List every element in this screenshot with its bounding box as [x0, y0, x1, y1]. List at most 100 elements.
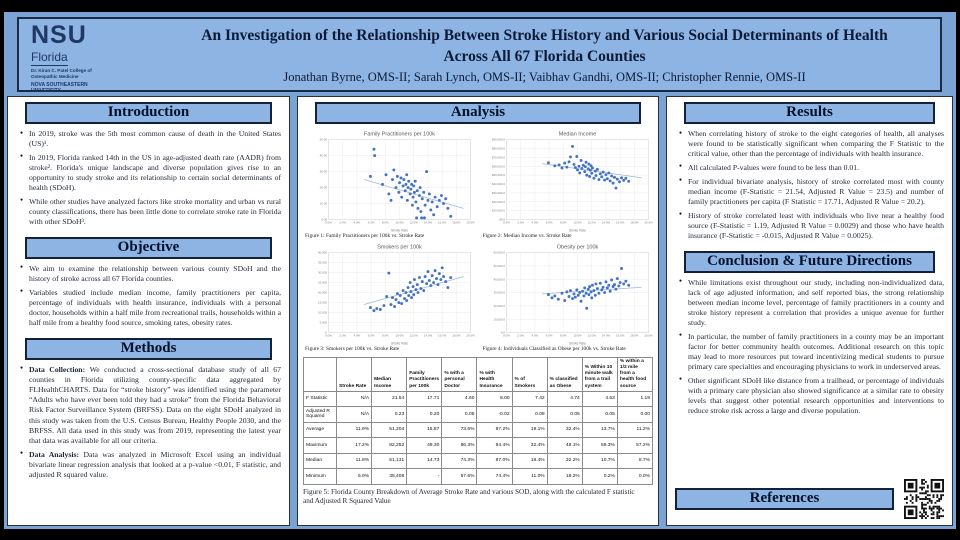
poster-authors: Jonathan Byrne, OMS-II; Sarah Lynch, OMS…	[283, 70, 806, 84]
svg-text:6.0%: 6.0%	[368, 334, 375, 338]
svg-text:16.0%: 16.0%	[616, 221, 625, 225]
qr-code	[904, 479, 944, 519]
svg-text:25,000: 25,000	[318, 281, 327, 285]
svg-text:$50,000.0: $50,000.0	[491, 173, 504, 177]
section-header-methods: Methods	[25, 337, 272, 360]
table-cell: 1.19	[616, 390, 654, 408]
svg-text:8.0%: 8.0%	[382, 221, 389, 225]
svg-text:8.0%: 8.0%	[382, 334, 389, 338]
svg-text:$90,000.0: $90,000.0	[491, 138, 504, 142]
svg-text:10,000.0: 10,000.0	[493, 317, 505, 321]
svg-text:18.0%: 18.0%	[630, 334, 639, 338]
svg-text:8.0%: 8.0%	[559, 334, 566, 338]
list-item: We aim to examine the relationship betwe…	[20, 264, 281, 284]
table-cell: 0.09	[511, 406, 548, 423]
table-header-cell: Median Income	[371, 357, 408, 392]
panel-right: Results When correlating history of stro…	[666, 96, 953, 526]
table-cell: N/A	[335, 390, 373, 408]
svg-text:30.00: 30.00	[320, 170, 328, 174]
svg-text:14.0%: 14.0%	[424, 221, 433, 225]
svg-text:Stroke Rate: Stroke Rate	[569, 229, 586, 233]
table-cell: 0.05	[546, 406, 583, 423]
section-header-results: Results	[684, 102, 935, 124]
svg-text:$10,000.0: $10,000.0	[491, 209, 504, 213]
svg-text:30,000: 30,000	[318, 271, 327, 275]
table-cell: N/A	[335, 406, 373, 423]
table-header-cell: % classified as Obese	[546, 357, 583, 392]
svg-text:2.0%: 2.0%	[339, 334, 346, 338]
figure-1-caption: Figure 1: Family Practitioners per 100k …	[305, 233, 425, 239]
table-cell: 8.00	[476, 390, 513, 408]
svg-text:$60,000.0: $60,000.0	[491, 164, 504, 168]
figure-5-caption: Figure 5: Florida County Breakdown of Av…	[303, 487, 635, 506]
list-item: In particular, the number of family prac…	[679, 332, 944, 373]
table-cell: 49.30	[406, 437, 443, 454]
section-header-conclusion: Conclusion & Future Directions	[684, 250, 935, 273]
table-cell: 73.6%	[441, 421, 478, 439]
svg-text:0: 0	[325, 331, 327, 335]
svg-text:16.0%: 16.0%	[616, 334, 625, 338]
list-item: Variables studied include median income,…	[20, 288, 281, 329]
table-cell: 17.71	[406, 390, 443, 408]
svg-text:20.0%: 20.0%	[466, 334, 475, 338]
svg-text:2.0%: 2.0%	[517, 334, 524, 338]
svg-text:40,000: 40,000	[318, 251, 327, 255]
poster-columns: Introduction In 2019, stroke was the 5th…	[7, 96, 953, 526]
table-row-label: F Statistic	[303, 390, 337, 408]
table-cell: 18.4%	[511, 452, 548, 470]
figure-4: 0.0% 2.0% 4.0% 6.0% 8.0% 10.0% 12.0% 14.0% 16.0%…	[481, 242, 654, 354]
list-item: For individual bivariate analysis, histo…	[679, 177, 944, 207]
table-header-cell: % within a 1/2 mile from a health food s…	[616, 357, 654, 392]
table-row: Maximum 17.2% 82,252 49.30 86.3% 94.4% 32.4% 48…	[303, 437, 654, 454]
table-cell: 48.1%	[546, 437, 583, 454]
figure-3-scatter-chart: 0.0% 2.0% 4.0% 6.0% 8.0% 10.0% 12.0% 14.0% 16.0%…	[303, 242, 476, 346]
svg-text:4.0%: 4.0%	[531, 221, 538, 225]
svg-text:Family Practitioners per 100k: Family Practitioners per 100k	[364, 131, 435, 137]
svg-text:0.0%: 0.0%	[503, 334, 510, 338]
table-cell: 87.0%	[476, 452, 513, 470]
poster-header: NSU Florida Dr. Kiran C. Patel College o…	[17, 17, 942, 94]
list-item: History of stroke correlated least with …	[679, 211, 944, 241]
bullet-lead: Data Analysis:	[29, 449, 84, 459]
svg-text:$40,000.0: $40,000.0	[491, 182, 504, 186]
table-cell: 32.2%	[546, 452, 583, 470]
svg-text:6.0%: 6.0%	[545, 221, 552, 225]
methods-bullets: Data Collection: We conducted a cross-se…	[16, 365, 281, 484]
svg-text:6.0%: 6.0%	[368, 221, 375, 225]
section-header-references: References	[675, 488, 894, 510]
table-cell: 11.8%	[335, 452, 373, 470]
table-cell: 19.1%	[511, 421, 548, 439]
list-item: While other studies have analyzed factor…	[20, 197, 281, 227]
figure-1-scatter-chart: 0.0% 2.0% 4.0% 6.0% 8.0% 10.0% 12.0% 14.0% 16.0%…	[303, 129, 476, 233]
svg-text:30,000.0: 30,000.0	[493, 291, 505, 295]
svg-text:$30,000.0: $30,000.0	[491, 191, 504, 195]
figure-4-scatter-chart: 0.0% 2.0% 4.0% 6.0% 8.0% 10.0% 12.0% 14.0% 16.0%…	[481, 242, 654, 346]
svg-text:4.0%: 4.0%	[354, 334, 361, 338]
table-cell: 8.7%	[616, 452, 654, 470]
svg-text:14.0%: 14.0%	[601, 221, 610, 225]
table-cell: 74.4%	[476, 468, 513, 485]
svg-text:12.0%: 12.0%	[410, 334, 419, 338]
svg-text:10,000: 10,000	[318, 311, 327, 315]
table-header-cell: % with a personal Doctor	[441, 357, 478, 392]
svg-text:10.00: 10.00	[320, 202, 328, 206]
table-cell: 15.87	[406, 421, 443, 439]
svg-text:2.0%: 2.0%	[517, 221, 524, 225]
table-cell: 94.4%	[476, 437, 513, 454]
svg-text:15,000: 15,000	[318, 301, 327, 305]
svg-text:10.0%: 10.0%	[573, 334, 582, 338]
svg-text:Stroke Rate: Stroke Rate	[391, 342, 408, 346]
table-cell: 51,131	[371, 452, 408, 470]
stats-table-wrap: Stroke Rate Median Income Family Practitio…	[303, 357, 654, 485]
table-cell: 11.2%	[616, 421, 654, 439]
table-cell: 32.4%	[546, 421, 583, 439]
svg-text:12.0%: 12.0%	[587, 221, 596, 225]
svg-text:2.0%: 2.0%	[339, 221, 346, 225]
table-cell: 0.2%	[581, 468, 618, 485]
svg-text:4.0%: 4.0%	[354, 221, 361, 225]
panel-left: Introduction In 2019, stroke was the 5th…	[7, 96, 290, 526]
svg-text:20.00: 20.00	[320, 186, 328, 190]
svg-text:$0.0: $0.0	[499, 218, 505, 222]
svg-text:20,000.0: 20,000.0	[493, 304, 505, 308]
section-header-analysis: Analysis	[315, 102, 641, 124]
